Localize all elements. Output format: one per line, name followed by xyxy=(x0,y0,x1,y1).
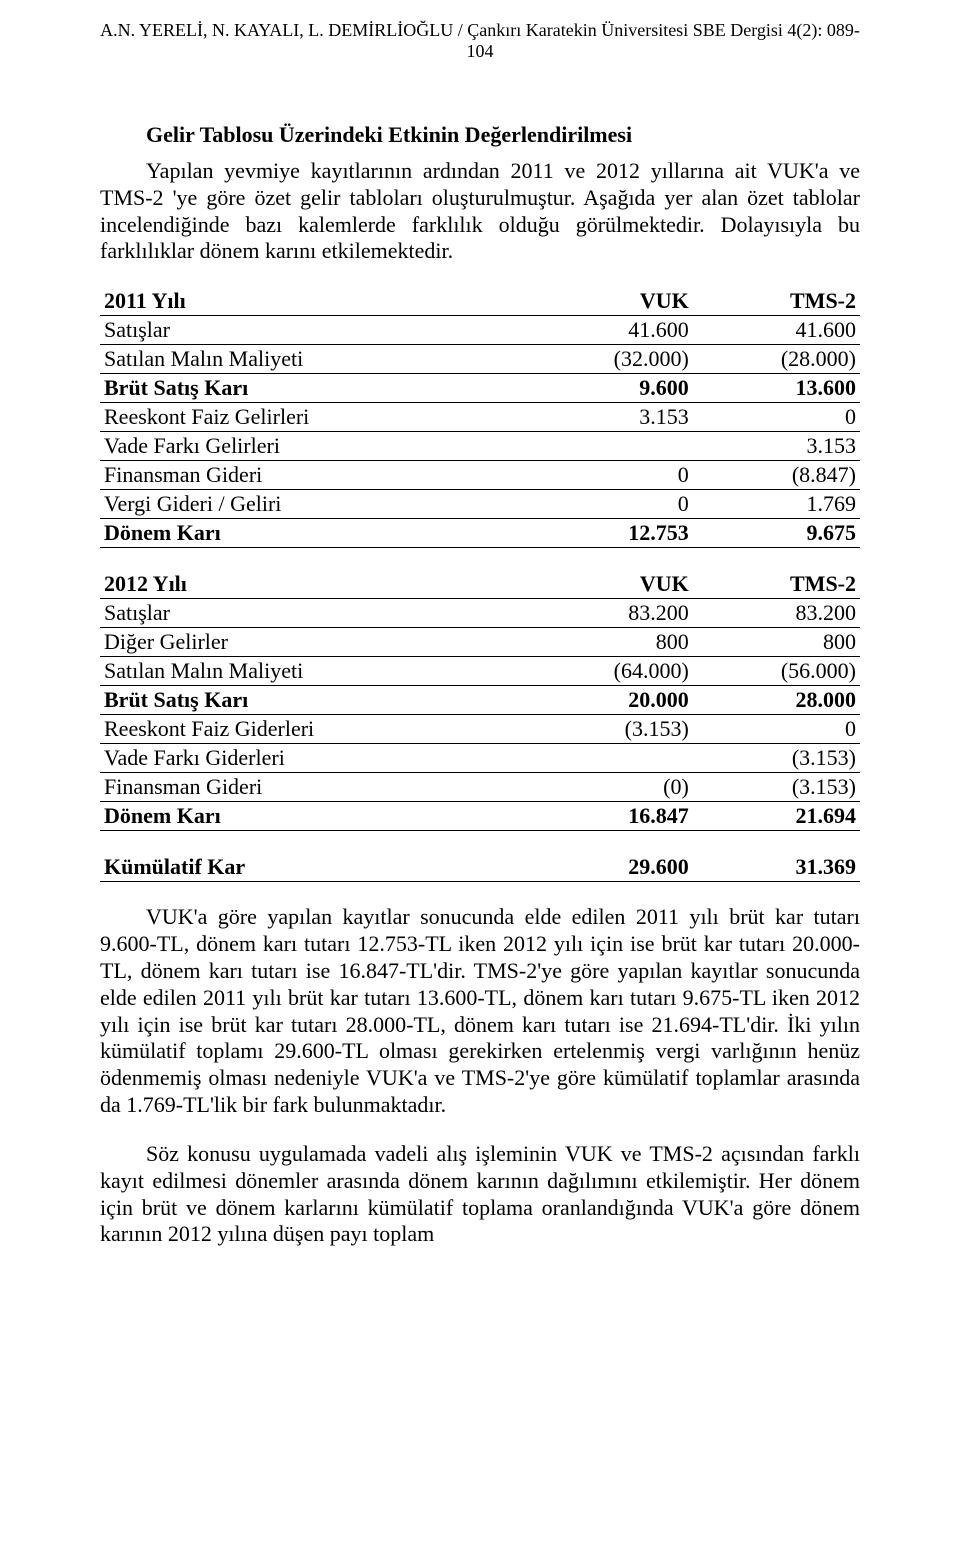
table-row: Finansman Gideri0(8.847) xyxy=(100,461,860,490)
table-row: Satışlar41.60041.600 xyxy=(100,316,860,345)
table-row: Dönem Karı12.7539.675 xyxy=(100,519,860,548)
table-row: Vergi Gideri / Geliri01.769 xyxy=(100,490,860,519)
row-value: 0 xyxy=(526,461,693,490)
row-value: 28.000 xyxy=(693,686,860,715)
table-header-row: 2012 YılıVUKTMS-2 xyxy=(100,570,860,599)
row-value: 20.000 xyxy=(526,686,693,715)
row-value: 800 xyxy=(526,628,693,657)
row-value: 12.753 xyxy=(526,519,693,548)
row-value: 1.769 xyxy=(693,490,860,519)
row-value xyxy=(526,744,693,773)
row-value: (8.847) xyxy=(693,461,860,490)
row-label: Finansman Gideri xyxy=(100,773,526,802)
row-label: Dönem Karı xyxy=(100,802,526,831)
table-title-cell: 2011 Yılı xyxy=(100,287,526,316)
row-value: 9.675 xyxy=(693,519,860,548)
row-value: 21.694 xyxy=(693,802,860,831)
table-row: Diğer Gelirler800800 xyxy=(100,628,860,657)
row-value: (3.153) xyxy=(693,744,860,773)
table-kumulatif: Kümülatif Kar29.60031.369 xyxy=(100,853,860,882)
table-row: Brüt Satış Karı9.60013.600 xyxy=(100,374,860,403)
column-header: VUK xyxy=(526,287,693,316)
table-row: Vade Farkı Gelirleri 3.153 xyxy=(100,432,860,461)
row-label: Diğer Gelirler xyxy=(100,628,526,657)
row-value: 0 xyxy=(693,715,860,744)
row-label: Satılan Malın Maliyeti xyxy=(100,345,526,374)
row-value: (32.000) xyxy=(526,345,693,374)
row-value: 800 xyxy=(693,628,860,657)
row-value: (28.000) xyxy=(693,345,860,374)
table-row: Satışlar83.20083.200 xyxy=(100,599,860,628)
table-row: Kümülatif Kar29.60031.369 xyxy=(100,853,860,882)
row-value: 0 xyxy=(526,490,693,519)
row-value: 3.153 xyxy=(693,432,860,461)
table-row: Reeskont Faiz Gelirleri3.1530 xyxy=(100,403,860,432)
table-row: Satılan Malın Maliyeti(64.000)(56.000) xyxy=(100,657,860,686)
row-value: 3.153 xyxy=(526,403,693,432)
row-label: Kümülatif Kar xyxy=(100,853,526,882)
row-label: Vade Farkı Giderleri xyxy=(100,744,526,773)
row-value: 16.847 xyxy=(526,802,693,831)
row-label: Vade Farkı Gelirleri xyxy=(100,432,526,461)
row-label: Satışlar xyxy=(100,599,526,628)
row-value: 29.600 xyxy=(526,853,693,882)
table-row: Vade Farkı Giderleri (3.153) xyxy=(100,744,860,773)
table-row: Reeskont Faiz Giderleri(3.153)0 xyxy=(100,715,860,744)
row-label: Reeskont Faiz Gelirleri xyxy=(100,403,526,432)
row-value: (0) xyxy=(526,773,693,802)
table-2011: 2011 YılıVUKTMS-2Satışlar41.60041.600Sat… xyxy=(100,287,860,548)
section-title: Gelir Tablosu Üzerindeki Etkinin Değerle… xyxy=(146,122,860,148)
row-value: 83.200 xyxy=(693,599,860,628)
row-value: 41.600 xyxy=(693,316,860,345)
row-value: 9.600 xyxy=(526,374,693,403)
row-value: (64.000) xyxy=(526,657,693,686)
table-row: Brüt Satış Karı20.00028.000 xyxy=(100,686,860,715)
row-label: Dönem Karı xyxy=(100,519,526,548)
row-value: (56.000) xyxy=(693,657,860,686)
row-label: Brüt Satış Karı xyxy=(100,686,526,715)
row-label: Finansman Gideri xyxy=(100,461,526,490)
journal-header: A.N. YERELİ, N. KAYALI, L. DEMİRLİOĞLU /… xyxy=(100,20,860,62)
row-value: (3.153) xyxy=(693,773,860,802)
table-row: Finansman Gideri(0)(3.153) xyxy=(100,773,860,802)
row-value: 0 xyxy=(693,403,860,432)
analysis-paragraph-1: VUK'a göre yapılan kayıtlar sonucunda el… xyxy=(100,904,860,1119)
table-row: Satılan Malın Maliyeti(32.000)(28.000) xyxy=(100,345,860,374)
table-2012: 2012 YılıVUKTMS-2Satışlar83.20083.200Diğ… xyxy=(100,570,860,831)
row-label: Vergi Gideri / Geliri xyxy=(100,490,526,519)
table-header-row: 2011 YılıVUKTMS-2 xyxy=(100,287,860,316)
page-container: A.N. YERELİ, N. KAYALI, L. DEMİRLİOĞLU /… xyxy=(0,0,960,1300)
row-value: 83.200 xyxy=(526,599,693,628)
row-value: (3.153) xyxy=(526,715,693,744)
column-header: TMS-2 xyxy=(693,287,860,316)
intro-paragraph: Yapılan yevmiye kayıtlarının ardından 20… xyxy=(100,158,860,265)
column-header: TMS-2 xyxy=(693,570,860,599)
row-value xyxy=(526,432,693,461)
row-value: 41.600 xyxy=(526,316,693,345)
row-label: Satılan Malın Maliyeti xyxy=(100,657,526,686)
table-row: Dönem Karı16.84721.694 xyxy=(100,802,860,831)
column-header: VUK xyxy=(526,570,693,599)
row-label: Satışlar xyxy=(100,316,526,345)
row-label: Reeskont Faiz Giderleri xyxy=(100,715,526,744)
row-value: 13.600 xyxy=(693,374,860,403)
row-value: 31.369 xyxy=(693,853,860,882)
analysis-paragraph-2: Söz konusu uygulamada vadeli alış işlemi… xyxy=(100,1141,860,1248)
row-label: Brüt Satış Karı xyxy=(100,374,526,403)
table-title-cell: 2012 Yılı xyxy=(100,570,526,599)
